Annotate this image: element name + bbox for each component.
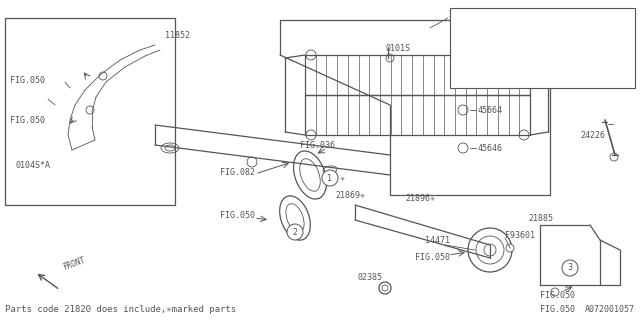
Circle shape [610,153,618,161]
Circle shape [484,244,496,256]
Text: Parts code 21820 does include,✳marked parts: Parts code 21820 does include,✳marked pa… [5,305,236,314]
Circle shape [458,105,468,115]
Text: FIG.050: FIG.050 [220,211,255,220]
Circle shape [322,170,338,186]
Text: 1: 1 [328,173,333,182]
Circle shape [247,157,257,167]
Text: 45646: 45646 [478,143,503,153]
Text: 21820: 21820 [448,10,473,19]
Text: FIG.050: FIG.050 [415,253,450,262]
Text: 0101S: 0101S [385,44,410,52]
Circle shape [386,54,394,62]
Text: FIG.050: FIG.050 [540,306,575,315]
Text: F98402(-'05MY0408): F98402(-'05MY0408) [484,28,567,37]
Text: FIG.050: FIG.050 [540,291,575,300]
Circle shape [86,106,94,114]
Text: 2: 2 [463,34,467,43]
Circle shape [382,285,388,291]
Text: FRONT: FRONT [62,256,87,272]
Text: 11852: 11852 [165,30,190,39]
Circle shape [287,224,303,240]
Text: 02385: 02385 [358,274,383,283]
Circle shape [458,143,468,153]
Text: 3: 3 [463,74,467,83]
Text: 1: 1 [463,13,467,22]
Circle shape [306,50,316,60]
Text: 45664: 45664 [478,106,503,115]
Circle shape [457,30,473,46]
Circle shape [457,10,473,26]
Text: FIG.050: FIG.050 [10,116,45,124]
Circle shape [99,72,107,80]
Text: 2: 2 [292,228,298,236]
Text: 0104S*A: 0104S*A [15,161,50,170]
Text: A072001057: A072001057 [585,305,635,314]
Circle shape [468,228,512,272]
Text: 14471: 14471 [425,236,450,244]
Text: 21896✳: 21896✳ [405,194,435,203]
Circle shape [457,70,473,86]
Text: ✳: ✳ [340,173,345,182]
Circle shape [476,236,504,264]
Text: F9841  ('05MY0409-): F9841 ('05MY0409-) [484,38,572,47]
Circle shape [519,130,529,140]
Circle shape [306,130,316,140]
Bar [450,8,635,88]
Text: F93601: F93601 [505,230,535,239]
Circle shape [519,50,529,60]
Text: 21885: 21885 [528,213,553,222]
Text: 3: 3 [568,263,573,273]
Circle shape [551,288,559,296]
Text: 24226: 24226 [580,131,605,140]
Text: 0104S*B: 0104S*B [484,74,519,83]
Circle shape [506,244,514,252]
Text: FIG.036: FIG.036 [300,140,335,149]
Text: 21869✳: 21869✳ [335,190,365,199]
Circle shape [562,260,578,276]
Text: FIG.082: FIG.082 [220,167,255,177]
Text: F98402: F98402 [484,13,514,22]
Circle shape [379,282,391,294]
Text: FIG.050: FIG.050 [10,76,45,84]
